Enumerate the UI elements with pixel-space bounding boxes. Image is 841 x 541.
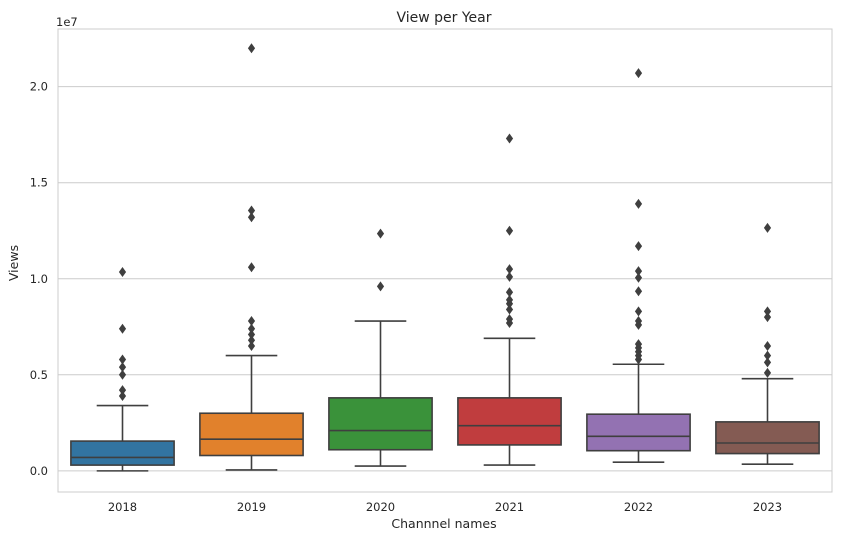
outlier-point	[763, 306, 772, 317]
x-tick-label: 2022	[624, 500, 653, 514]
outlier-point	[634, 241, 643, 252]
outlier-point	[247, 323, 256, 334]
y-tick-label: 0.0	[30, 464, 48, 478]
y-tick-label: 2.0	[30, 80, 48, 94]
x-tick-label: 2021	[495, 500, 524, 514]
outlier-point	[118, 323, 127, 334]
outlier-point	[247, 340, 256, 351]
outlier-point	[247, 335, 256, 346]
outlier-point	[376, 281, 385, 292]
outlier-point	[634, 266, 643, 277]
x-tick-label: 2020	[366, 500, 395, 514]
outlier-point	[118, 354, 127, 365]
outlier-point	[247, 262, 256, 273]
box-2021	[457, 133, 562, 466]
chart-title: View per Year	[396, 10, 491, 26]
outlier-point	[634, 316, 643, 327]
outlier-point	[505, 133, 514, 144]
outlier-point	[247, 329, 256, 340]
outlier-point	[505, 304, 514, 315]
box-2022	[586, 68, 691, 464]
outlier-point	[376, 228, 385, 239]
x-tick-label: 2019	[237, 500, 266, 514]
iqr-box	[328, 397, 433, 451]
outlier-point	[763, 312, 772, 323]
iqr-box	[70, 440, 175, 466]
iqr-box	[199, 412, 304, 457]
outlier-point	[247, 316, 256, 327]
box-2018	[70, 267, 175, 472]
outlier-point	[118, 385, 127, 396]
outlier-point	[505, 225, 514, 236]
plot-area: 0.0 0.5 1.0 1.5 2.0 2018 2019 2020 2021 2022 2023	[30, 28, 833, 514]
outlier-point	[505, 271, 514, 282]
y-offset-text: 1e7	[56, 15, 78, 29]
outlier-point	[505, 287, 514, 298]
outlier-point	[505, 314, 514, 325]
outlier-point	[247, 205, 256, 216]
outlier-point	[247, 212, 256, 223]
iqr-box	[715, 421, 820, 455]
plot-background	[58, 29, 832, 492]
box-2020	[328, 228, 433, 467]
y-axis-label: Views	[6, 245, 21, 281]
y-tick-label: 1.0	[30, 272, 48, 286]
x-axis-label: Channnel names	[391, 516, 496, 531]
outlier-point	[634, 68, 643, 79]
x-tick-label: 2018	[108, 500, 137, 514]
outlier-point	[118, 267, 127, 278]
outlier-point	[118, 362, 127, 373]
outlier-point	[634, 306, 643, 317]
outlier-point	[763, 340, 772, 351]
outlier-point	[763, 350, 772, 361]
x-tick-label: 2023	[753, 500, 782, 514]
outlier-point	[763, 367, 772, 378]
y-tick-label: 1.5	[30, 176, 48, 190]
outlier-point	[118, 390, 127, 401]
outlier-point	[118, 369, 127, 380]
outlier-point	[634, 339, 643, 350]
outlier-point	[505, 294, 514, 305]
outlier-point	[763, 357, 772, 368]
y-tick-label: 0.5	[30, 368, 48, 382]
outlier-point	[634, 198, 643, 209]
outlier-point	[763, 222, 772, 233]
box-2019	[199, 43, 304, 471]
box-2023	[715, 222, 820, 465]
outlier-point	[634, 272, 643, 283]
iqr-box	[457, 397, 562, 446]
outlier-point	[634, 286, 643, 297]
outlier-point	[505, 264, 514, 275]
plot-frame	[57, 28, 833, 493]
outlier-point	[247, 43, 256, 54]
iqr-box	[586, 413, 691, 452]
